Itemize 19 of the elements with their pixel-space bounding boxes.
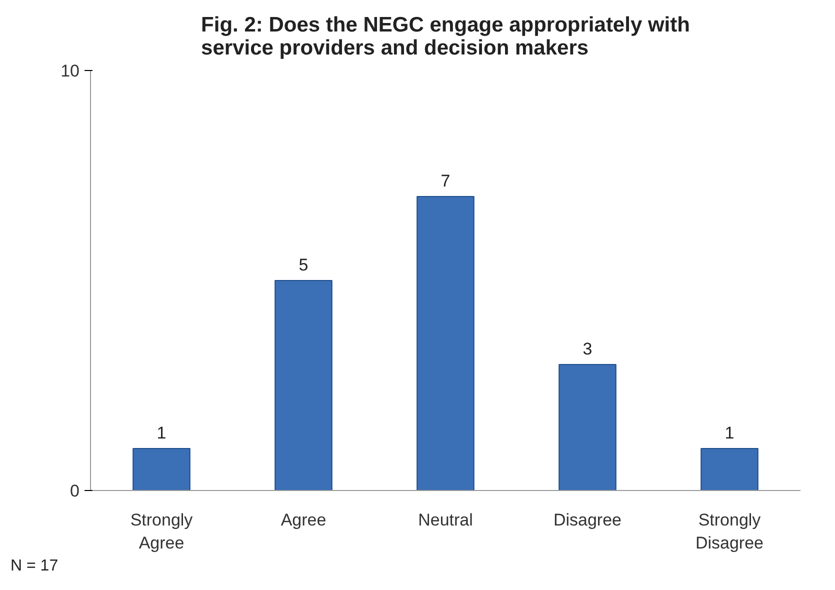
data-label: 5: [298, 256, 308, 274]
bar: [416, 196, 474, 490]
x-tick-label: Strongly Agree: [130, 510, 194, 552]
x-tick-label: Disagree: [553, 510, 622, 530]
data-label: 1: [724, 424, 734, 442]
bar: [558, 364, 616, 490]
text: N = 17: [10, 558, 58, 574]
y-tick-label: 0: [70, 482, 80, 500]
data-label: 1: [156, 424, 166, 442]
data-label: 7: [440, 172, 450, 190]
chart-title: Fig. 2: Does the NEGC engage appropriately with service providers and decision makers: [201, 14, 690, 60]
bar: [274, 280, 332, 490]
data-label: 3: [582, 340, 592, 358]
x-tick-label: Agree: [280, 510, 326, 530]
bar: [132, 448, 190, 490]
x-tick-label: Strongly Disagree: [695, 510, 764, 552]
bar: [700, 448, 758, 490]
y-tick-label: 10: [60, 62, 80, 80]
x-tick-label: Neutral: [418, 510, 473, 530]
